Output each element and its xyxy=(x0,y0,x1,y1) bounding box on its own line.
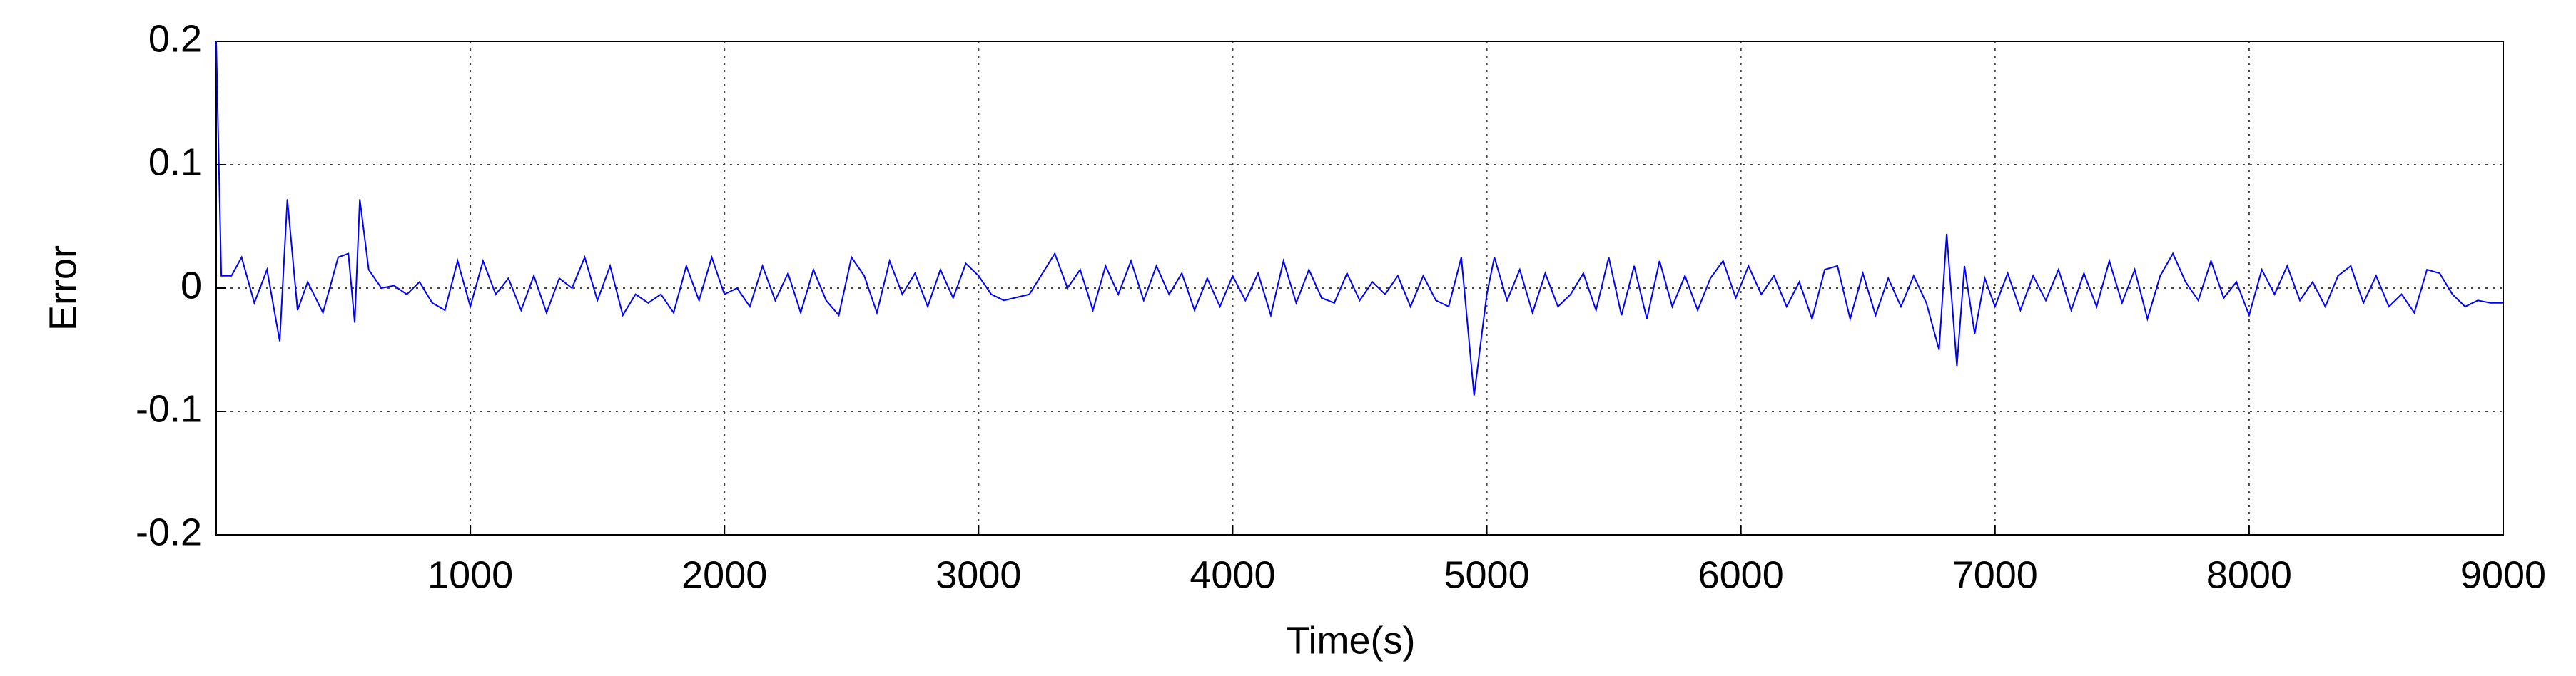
x-tick-label: 1000 xyxy=(427,553,513,596)
y-tick-label: 0 xyxy=(181,264,202,307)
y-tick-label: 0.2 xyxy=(148,17,202,60)
x-tick-label: 9000 xyxy=(2460,553,2546,596)
x-tick-label: 7000 xyxy=(1952,553,2038,596)
y-tick-label: -0.1 xyxy=(136,387,202,430)
x-axis-label: Time(s) xyxy=(1287,619,1416,662)
y-axis-label: Error xyxy=(41,245,84,331)
x-tick-label: 2000 xyxy=(681,553,767,596)
x-tick-label: 6000 xyxy=(1698,553,1784,596)
x-tick-label: 4000 xyxy=(1190,553,1275,596)
y-tick-label: -0.2 xyxy=(136,511,202,553)
x-tick-label: 3000 xyxy=(935,553,1021,596)
data-line xyxy=(215,41,2503,396)
x-tick-label: 8000 xyxy=(2206,553,2292,596)
x-tick-label: 5000 xyxy=(1444,553,1529,596)
plot-frame xyxy=(215,41,2504,536)
y-tick-label: 0.1 xyxy=(148,140,202,183)
